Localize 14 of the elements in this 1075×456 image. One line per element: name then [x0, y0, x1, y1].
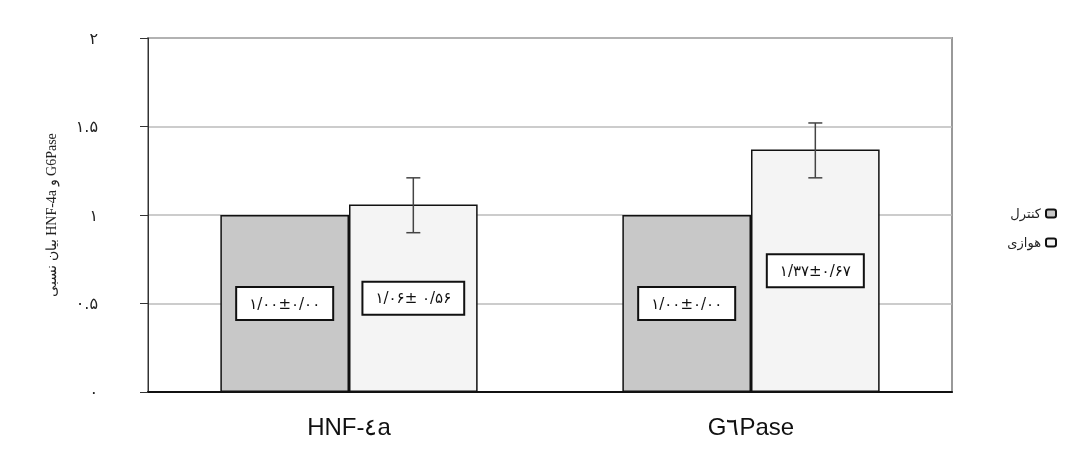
y-tick-label: ۰ — [89, 382, 98, 402]
x-tick-label: HNF-٤a — [307, 412, 392, 440]
legend-label: هوازی — [1007, 235, 1042, 251]
legend-label: کنترل — [1010, 206, 1042, 222]
data-label: ۱/۰۰±۰/۰۰ — [249, 294, 321, 313]
y-axis-title: بیان نسبی HNF-4a و G6Pase — [43, 133, 60, 297]
data-label: ۱/۰۰±۰/۰۰ — [651, 294, 723, 313]
x-tick-label: G٦Pase — [707, 412, 795, 440]
y-tick-label: ۲ — [89, 28, 98, 48]
data-label: ۱/۰۶± ۰/۵۶ — [375, 289, 452, 308]
data-label: ۱/۳۷±۰/۶۷ — [779, 261, 851, 280]
y-tick-label: ۱ — [89, 205, 98, 225]
y-tick-label: ۱.۵ — [75, 117, 98, 136]
y-tick-label: ۰.۵ — [75, 294, 98, 313]
